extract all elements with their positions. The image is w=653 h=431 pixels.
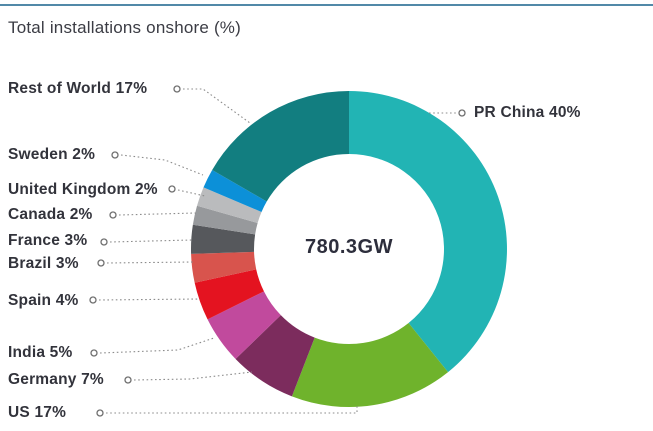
- leader-line-germany: [133, 371, 253, 381]
- leader-line-france: [109, 239, 193, 243]
- leader-line-spain: [98, 298, 200, 301]
- slice-label-spain: Spain 4%: [8, 292, 79, 309]
- leader-marker-united-kingdom: [168, 185, 176, 193]
- chart-title: Total installations onshore (%): [8, 18, 241, 37]
- slice-label-france: France 3%: [8, 232, 88, 249]
- slice-label-us: US 17%: [8, 404, 67, 421]
- leader-marker-us: [96, 409, 104, 417]
- donut-slice-united-kingdom: [197, 187, 262, 223]
- donut-slice-germany: [235, 315, 315, 397]
- leader-line-india: [99, 337, 215, 354]
- leader-marker-canada: [109, 211, 117, 219]
- leader-line-us: [106, 406, 358, 414]
- donut-slice-india: [207, 291, 281, 359]
- leader-marker-sweden: [111, 151, 119, 159]
- slice-label-rest-of-world: Rest of World 17%: [8, 80, 148, 97]
- leader-line-united-kingdom: [177, 189, 206, 197]
- leader-line-rest-of-world: [183, 88, 251, 124]
- slice-label-india: India 5%: [8, 344, 73, 361]
- donut-slice-brazil: [191, 251, 257, 283]
- donut-slice-france: [190, 224, 256, 254]
- donut-slice-us: [291, 323, 449, 407]
- slice-label-germany: Germany 7%: [8, 371, 104, 388]
- leader-marker-india: [90, 349, 98, 357]
- donut-center-value: 780.3GW: [305, 236, 393, 258]
- slice-label-brazil: Brazil 3%: [8, 255, 79, 272]
- donut-slice-pr-china: [349, 91, 507, 373]
- leader-marker-france: [100, 238, 108, 246]
- leader-line-sweden: [120, 154, 204, 176]
- leader-marker-pr-china: [458, 109, 466, 117]
- top-rule: [0, 4, 653, 6]
- leader-marker-brazil: [97, 259, 105, 267]
- leader-line-canada: [118, 212, 197, 216]
- slice-label-united-kingdom: United Kingdom 2%: [8, 181, 158, 198]
- slice-label-sweden: Sweden 2%: [8, 146, 96, 163]
- leader-line-brazil: [106, 261, 194, 264]
- donut-slice-canada: [192, 205, 258, 235]
- slice-label-pr-china: PR China 40%: [474, 104, 581, 121]
- leader-marker-germany: [124, 376, 132, 384]
- donut-slice-rest-of-world: [212, 91, 349, 202]
- donut-slice-spain: [194, 269, 264, 320]
- leader-marker-rest-of-world: [173, 85, 181, 93]
- donut-slice-sweden: [203, 170, 267, 212]
- slice-label-canada: Canada 2%: [8, 206, 93, 223]
- leader-marker-spain: [89, 296, 97, 304]
